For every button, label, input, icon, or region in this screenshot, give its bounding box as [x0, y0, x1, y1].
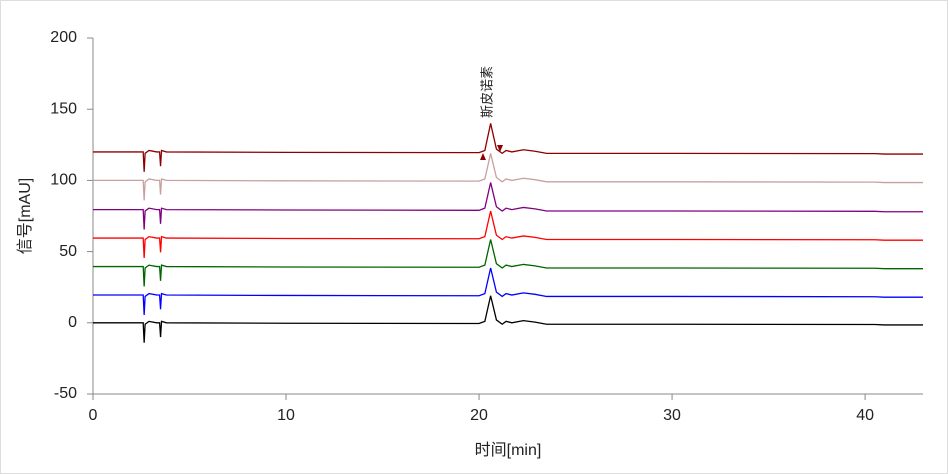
trace — [93, 295, 923, 343]
x-axis-label: 时间[min] — [475, 441, 542, 459]
trace — [93, 267, 923, 316]
y-tick-label: 0 — [68, 314, 77, 331]
y-tick-label: 50 — [59, 243, 77, 260]
x-tick-label: 10 — [277, 407, 295, 424]
y-tick-label: 150 — [50, 100, 77, 117]
y-tick-label: -50 — [54, 385, 77, 402]
y-axis-label: 信号[mAU] — [16, 178, 34, 254]
peak-start-marker — [480, 153, 486, 160]
trace — [93, 153, 923, 201]
trace — [93, 123, 923, 172]
x-tick-label: 20 — [470, 407, 488, 424]
peak-annotation: 斯皮诺素 — [479, 66, 494, 118]
x-tick-label: 0 — [89, 407, 98, 424]
peak-end-marker — [497, 145, 503, 152]
x-tick-label: 30 — [663, 407, 681, 424]
trace — [93, 239, 923, 287]
x-tick-label: 40 — [856, 407, 874, 424]
trace — [93, 182, 923, 230]
y-tick-label: 200 — [50, 29, 77, 46]
trace — [93, 210, 923, 259]
y-tick-label: 100 — [50, 172, 77, 189]
